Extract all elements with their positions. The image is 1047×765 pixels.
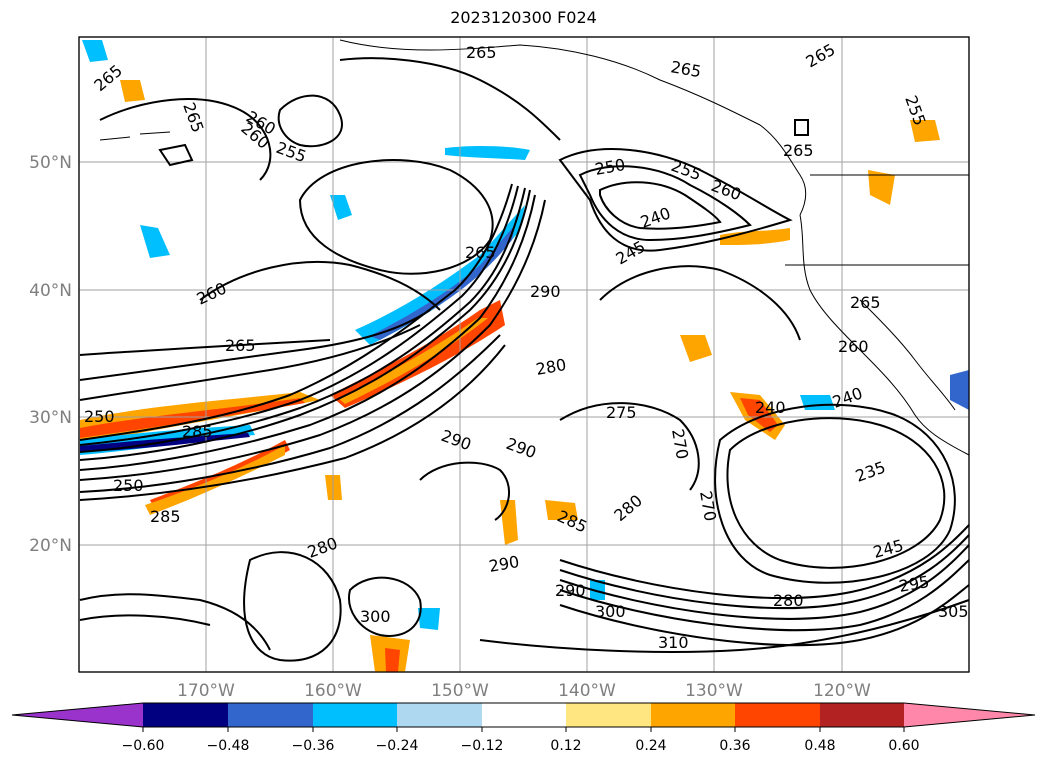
- lon-label-120w: 120°W: [813, 681, 871, 701]
- colorbar-tick-label: −0.48: [207, 738, 250, 754]
- gridlines: [79, 37, 969, 672]
- colorbar-tick-label: 0.24: [635, 738, 666, 754]
- contour-label: 280: [773, 591, 804, 610]
- colorbar-tick-label: 0.36: [719, 738, 750, 754]
- contour-label: 265: [850, 293, 881, 312]
- map-frame: [78, 36, 970, 673]
- map-title: 2023120300 F024: [450, 8, 597, 27]
- colorbar-bin: [143, 703, 228, 727]
- contour-label: 265: [466, 43, 497, 62]
- lon-label-160w: 160°W: [304, 681, 362, 701]
- colorbar-bin: [228, 703, 313, 727]
- contour-label: 275: [606, 403, 637, 422]
- longitude-labels: 170°W 160°W 150°W 140°W 130°W 120°W: [177, 681, 871, 701]
- colorbar-tick-label: 0.12: [550, 738, 581, 754]
- contour-label: 290: [530, 282, 561, 301]
- colorbar-bin: [313, 703, 397, 727]
- lat-label-40n: 40°N: [29, 281, 72, 301]
- colorbar-bin: [397, 703, 482, 727]
- lat-label-20n: 20°N: [29, 536, 72, 556]
- map-area: 265 260 255 265 265 265 250 255 260 240 …: [78, 36, 970, 673]
- contour-label: 300: [360, 607, 391, 626]
- colorbar-tick-label: −0.24: [376, 738, 419, 754]
- colorbar-bin: [482, 703, 566, 727]
- colorbar-bin: [820, 703, 904, 727]
- lat-label-50n: 50°N: [29, 153, 72, 173]
- contour-label: 250: [113, 476, 144, 495]
- colorbar-extend-min: [12, 703, 143, 727]
- contour-label: 240: [755, 398, 786, 417]
- colorbar: −0.60 −0.48 −0.36 −0.24 −0.12 0.12 0.24 …: [11, 702, 1036, 754]
- colorbar-tick-label: −0.12: [461, 738, 504, 754]
- colorbar-tick-label: 0.48: [804, 738, 835, 754]
- contour-label: 260: [838, 337, 869, 356]
- contour-label: 265: [465, 243, 496, 262]
- contour-label: 300: [595, 602, 626, 621]
- lon-label-150w: 150°W: [431, 681, 489, 701]
- lon-label-170w: 170°W: [177, 681, 235, 701]
- colorbar-extend-max: [904, 703, 1035, 727]
- coastlines: [99, 39, 970, 456]
- lat-label-30n: 30°N: [29, 408, 72, 428]
- contour-label: 285: [150, 507, 181, 526]
- colorbar-bin: [566, 703, 651, 727]
- lon-label-140w: 140°W: [558, 681, 616, 701]
- colorbar-tick-label: −0.36: [292, 738, 335, 754]
- contour-label: 265: [225, 336, 256, 355]
- contour-lines: [79, 57, 970, 662]
- colorbar-tick-label: 0.60: [888, 738, 919, 754]
- colorbar-bin: [651, 703, 735, 727]
- contour-label: 310: [658, 633, 689, 652]
- contour-label: 290: [555, 581, 586, 600]
- contour-label: 305: [938, 602, 969, 621]
- colorbar-bin: [735, 703, 820, 727]
- contour-labels: 265 260 255 265 265 265 250 255 260 240 …: [84, 40, 969, 652]
- lon-label-130w: 130°W: [685, 681, 743, 701]
- contour-label: 285: [182, 422, 213, 441]
- contour-label: 265: [783, 141, 814, 160]
- contour-label: 250: [84, 407, 115, 426]
- colorbar-tick-label: −0.60: [122, 738, 165, 754]
- latitude-labels: 50°N 40°N 30°N 20°N: [29, 153, 72, 556]
